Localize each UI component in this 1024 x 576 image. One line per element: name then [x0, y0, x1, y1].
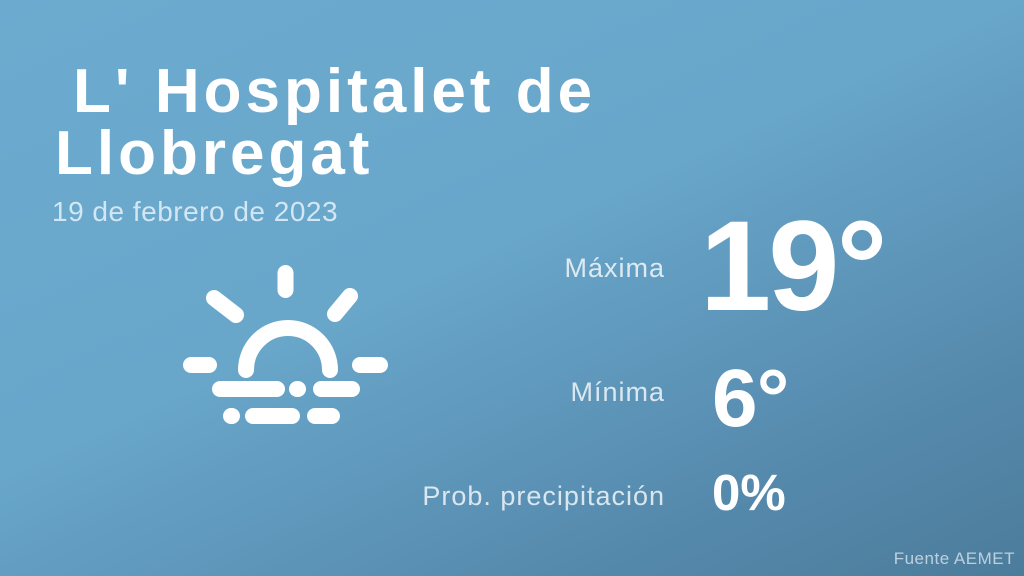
precipitation-probability-value: 0% — [712, 464, 786, 521]
min-temp-label: Mínima — [570, 377, 665, 407]
precipitation-probability-label: Prob. precipitación — [422, 481, 665, 511]
location-title-line1: L' Hospitalet de — [73, 57, 597, 126]
forecast-date: 19 de febrero de 2023 — [52, 196, 339, 227]
min-temp-value: 6° — [712, 353, 789, 444]
source-attribution: Fuente AEMET — [893, 549, 1015, 568]
max-temp-value: 19° — [700, 195, 888, 338]
sun-haze-icon — [183, 265, 388, 424]
location-title-line2: Llobregat — [55, 119, 374, 188]
location-title: L' Hospitalet de Llobregat — [55, 61, 596, 185]
max-temp-label: Máxima — [564, 253, 665, 283]
